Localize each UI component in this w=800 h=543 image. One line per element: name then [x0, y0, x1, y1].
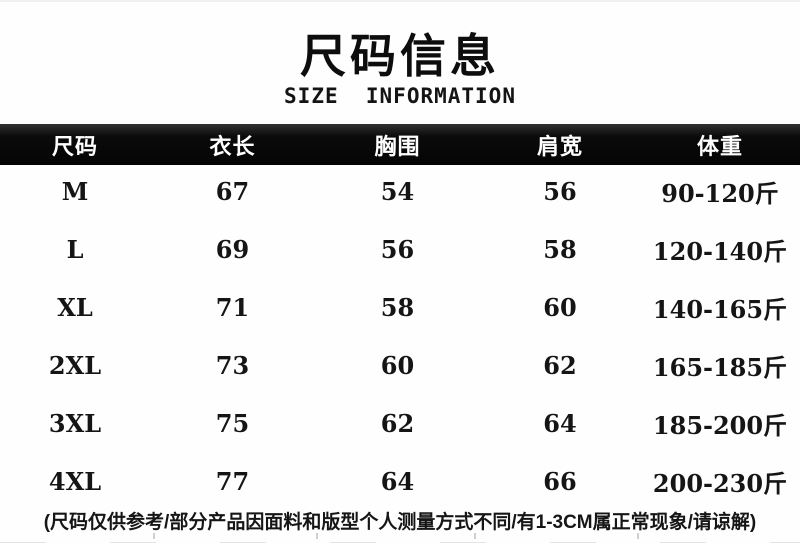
length-value: 67: [215, 176, 250, 206]
column-header-size: 尺码: [51, 133, 98, 160]
length-value: 71: [215, 292, 250, 322]
table-row-4xl: 4XL 77 64 66 200-230斤: [0, 452, 800, 510]
length-value: 73: [215, 350, 250, 380]
cropped-grid-tick: [637, 533, 639, 539]
chest-value: 60: [380, 350, 415, 380]
page-subtitle: SIZE INFORMATION: [284, 84, 516, 108]
table-body: M 67 54 56 90-120斤 L 69 56 58 120-140斤 X…: [0, 162, 800, 510]
chest-value: 64: [380, 466, 415, 496]
column-header-weight: 体重: [696, 133, 743, 160]
chest-value: 62: [380, 408, 415, 438]
table-row-m: M 67 54 56 90-120斤: [0, 162, 800, 220]
shoulder-value: 66: [543, 466, 577, 496]
table-row-2xl: 2XL 73 60 62 165-185斤: [0, 336, 800, 394]
weight-value: 185-200斤: [652, 410, 788, 440]
length-value: 77: [215, 466, 250, 496]
size-label: M: [61, 176, 89, 206]
page-title: 尺码信息: [300, 29, 500, 83]
cropped-grid-tick: [153, 533, 155, 539]
weight-value: 90-120斤: [661, 178, 779, 208]
chest-value: 56: [380, 234, 415, 264]
shoulder-value: 62: [543, 350, 577, 380]
shoulder-value: 58: [543, 234, 577, 264]
table-row-l: L 69 56 58 120-140斤: [0, 220, 800, 278]
length-value: 69: [215, 234, 250, 264]
table-row-3xl: 3XL 75 62 64 185-200斤: [0, 394, 800, 452]
column-header-shoulder: 肩宽: [536, 133, 583, 160]
chest-value: 54: [380, 176, 415, 206]
weight-value: 120-140斤: [652, 236, 788, 266]
shoulder-value: 56: [543, 176, 577, 206]
table-header-row: 尺码 衣长 胸围 肩宽 体重: [0, 124, 800, 165]
column-header-chest: 胸围: [374, 133, 421, 160]
size-label: 4XL: [48, 466, 102, 496]
cropped-grid-tick: [474, 533, 476, 539]
size-label: 3XL: [48, 408, 102, 438]
size-label: XL: [57, 292, 93, 322]
cropped-grid-tick: [316, 533, 318, 539]
size-label: 2XL: [48, 350, 102, 380]
shoulder-value: 64: [543, 408, 577, 438]
weight-value: 165-185斤: [652, 352, 788, 382]
disclaimer-note: (尺码仅供参考/部分产品因面料和版型个人测量方式不同/有1-3CM属正常现象/请…: [43, 512, 757, 533]
table-row-xl: XL 71 58 60 140-165斤: [0, 278, 800, 336]
chest-value: 58: [380, 292, 415, 322]
column-header-length: 衣长: [209, 133, 256, 160]
length-value: 75: [215, 408, 250, 438]
shoulder-value: 60: [543, 292, 577, 322]
weight-value: 200-230斤: [652, 468, 788, 498]
size-label: L: [66, 234, 84, 264]
weight-value: 140-165斤: [652, 294, 788, 324]
